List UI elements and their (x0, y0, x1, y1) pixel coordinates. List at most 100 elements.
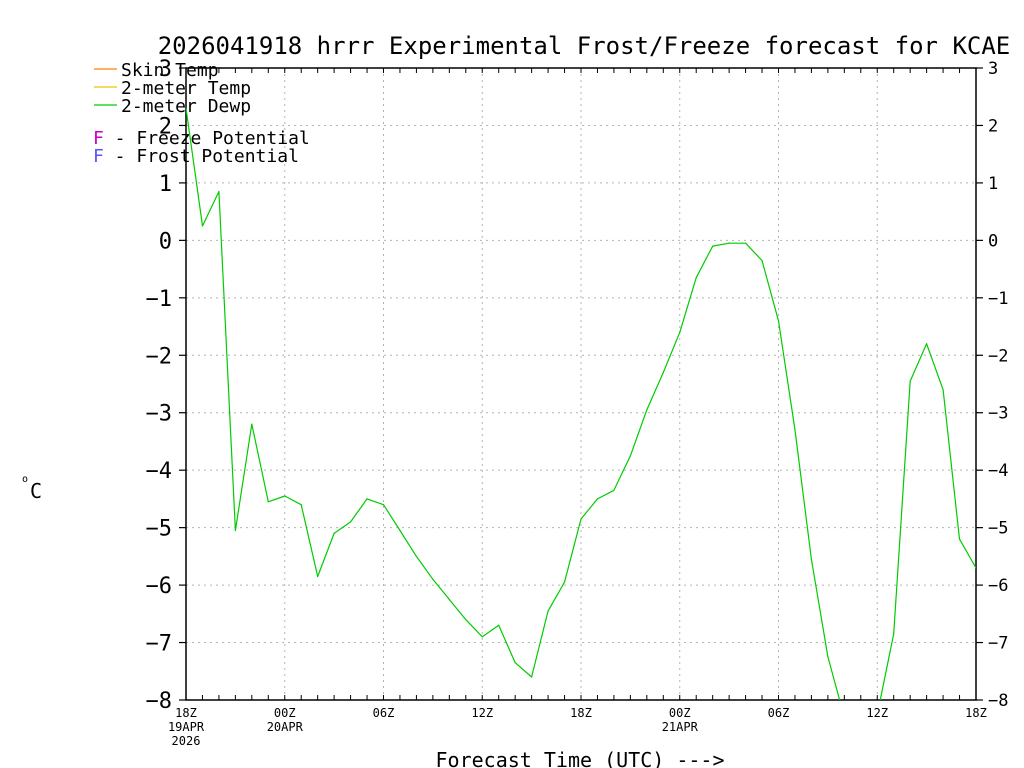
right-y-tick-label: 3 (988, 59, 998, 79)
right-y-axis: −8 −7 −6 −5 −4 −3 −2 −1 0 1 2 3 (976, 59, 1008, 711)
left-y-tick-label: 1 (159, 172, 172, 197)
x-tick-label: 00Z (274, 706, 296, 720)
legend-label: Skin Temp (121, 60, 219, 81)
plot-grid (186, 68, 976, 700)
potential-legend-item: F - Freeze Potential (93, 128, 310, 149)
plot-frame (185, 67, 977, 701)
right-y-tick-label: −8 (988, 691, 1008, 711)
data-point (498, 624, 500, 626)
potential-letter: F (93, 146, 104, 167)
right-y-tick-label: −1 (988, 289, 1008, 309)
data-point (744, 242, 747, 244)
left-y-tick-label: −5 (146, 517, 173, 542)
data-point (201, 225, 204, 227)
data-point (909, 380, 911, 382)
potential-text: - Freeze Potential (104, 128, 310, 149)
data-point (958, 538, 961, 540)
data-point (432, 578, 434, 580)
chart-title: 2026041918 hrrr Experimental Frost/Freez… (158, 32, 1011, 60)
x-tick-label: 12Z (471, 706, 493, 720)
left-y-tick-label: −2 (146, 344, 173, 369)
left-y-tick-label: −7 (146, 632, 173, 657)
data-point (712, 245, 714, 247)
data-point (794, 429, 796, 431)
left-y-tick-label: −8 (146, 689, 173, 714)
left-y-tick-label: −6 (146, 574, 173, 599)
x-tick-year: 2026 (172, 734, 201, 748)
data-point (415, 555, 418, 557)
data-point (695, 277, 697, 279)
x-tick-label: 12Z (866, 706, 888, 720)
data-point (827, 656, 829, 658)
data-point (728, 242, 730, 244)
x-tick-label: 06Z (373, 706, 395, 720)
legend-label: 2-meter Temp (121, 78, 251, 99)
left-y-tick-label: 3 (159, 57, 172, 82)
y-axis-unit-label: o C (22, 474, 42, 503)
data-point (563, 581, 566, 583)
data-point (893, 633, 895, 635)
potential-text: - Frost Potential (104, 146, 299, 167)
data-point (186, 107, 187, 109)
left-y-tick-label: −3 (146, 402, 173, 427)
celsius-label: C (30, 479, 42, 503)
data-point (531, 676, 533, 678)
left-y-axis: −8 −7 −6 −5 −4 −3 −2 −1 0 1 2 3 (146, 57, 186, 714)
right-y-tick-label: −6 (988, 576, 1008, 596)
data-point (761, 259, 763, 262)
right-y-tick-label: −4 (988, 461, 1008, 481)
right-y-tick-label: −7 (988, 634, 1008, 654)
data-point (267, 501, 269, 503)
data-point (448, 598, 450, 601)
data-point (679, 331, 681, 333)
x-tick-date: 21APR (662, 720, 699, 734)
data-point (547, 610, 549, 612)
data-point (926, 343, 928, 345)
potential-letter: F (93, 128, 104, 149)
data-point (481, 636, 483, 638)
x-tick-label: 18Z (570, 706, 592, 720)
data-point (366, 498, 368, 500)
series-line-2-meter-dewp (186, 108, 976, 700)
data-point (399, 529, 401, 532)
data-point (596, 498, 599, 500)
data-point (662, 371, 664, 374)
data-point (514, 662, 516, 664)
data-point (860, 734, 861, 735)
data-point (777, 320, 780, 322)
x-tick-label: 18Z (965, 706, 987, 720)
left-y-tick-label: 0 (159, 229, 172, 254)
data-point (284, 495, 286, 497)
data-point (382, 504, 385, 506)
x-axis-title: Forecast Time (UTC) ---> (436, 748, 725, 768)
data-point (844, 717, 845, 718)
data-point (580, 518, 582, 520)
left-y-tick-label: −1 (146, 287, 173, 312)
data-point (942, 389, 944, 391)
data-point (218, 190, 220, 193)
x-tick-date: 20APR (267, 720, 304, 734)
data-point (465, 618, 467, 621)
legend-label: 2-meter Dewp (121, 96, 251, 117)
right-y-tick-label: −3 (988, 404, 1008, 424)
data-point (613, 489, 615, 491)
data-point (234, 529, 236, 532)
left-y-tick-label: 2 (159, 114, 172, 139)
left-y-tick-label: −4 (146, 459, 173, 484)
right-y-tick-label: 1 (988, 174, 998, 194)
right-y-tick-label: −5 (988, 519, 1008, 539)
data-point (349, 521, 352, 523)
x-tick-label: 18Z (175, 706, 197, 720)
potential-legend-item: F - Frost Potential (93, 146, 299, 167)
x-tick-label: 00Z (669, 706, 691, 720)
x-tick-label: 06Z (768, 706, 790, 720)
data-point (251, 423, 253, 425)
data-point (317, 575, 319, 578)
right-y-tick-label: 2 (988, 116, 998, 136)
right-y-tick-label: −2 (988, 346, 1008, 366)
data-point (629, 455, 631, 457)
